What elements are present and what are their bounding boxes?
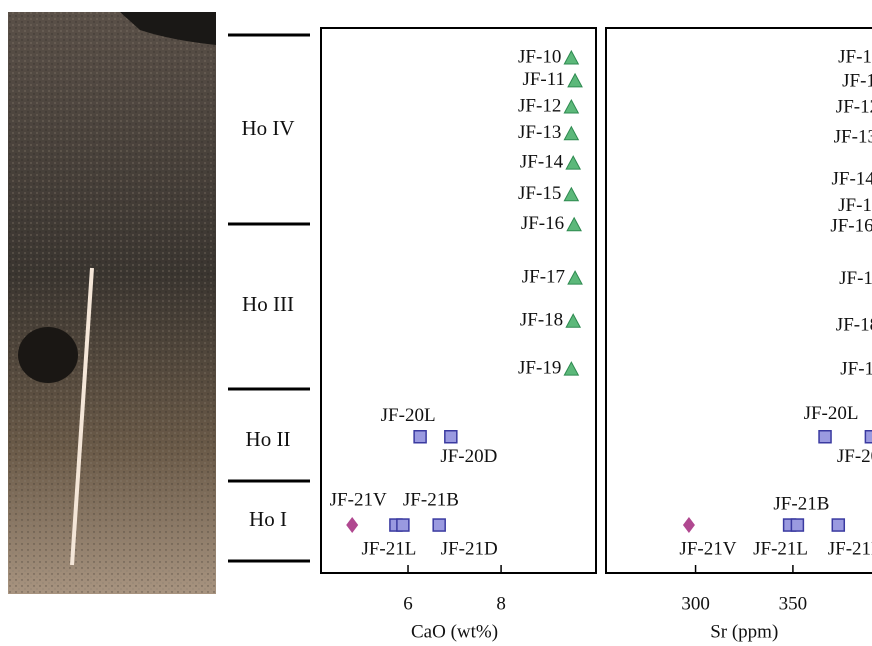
point-label: JF-10 [838, 46, 872, 67]
figure: Ho IVHo IIIHo IIHo I 68CaO (wt%)JF-10JF-… [0, 0, 872, 646]
point-label: JF-21L [753, 538, 808, 559]
square-point [397, 519, 409, 531]
point-label: JF-19 [518, 358, 561, 379]
square-point [832, 519, 844, 531]
triangle-point [568, 271, 582, 284]
x-tick-label: 300 [681, 593, 710, 614]
diamond-point [683, 517, 695, 533]
plot-frame [606, 28, 872, 573]
point-label: JF-20L [804, 403, 859, 424]
point-label: JF-21L [361, 538, 416, 559]
point-label: JF-20D [837, 446, 872, 467]
triangle-point [564, 362, 578, 375]
point-label: JF-16 [521, 213, 564, 234]
point-label: JF-21B [403, 489, 459, 510]
point-label: JF-13 [518, 122, 561, 143]
triangle-point [564, 188, 578, 201]
triangle-point [564, 100, 578, 113]
point-label: JF-14 [520, 152, 564, 173]
triangle-point [564, 127, 578, 140]
point-label: JF-18 [836, 314, 872, 335]
point-label: JF-20L [381, 405, 436, 426]
triangle-point [568, 74, 582, 87]
unit-label: Ho III [242, 292, 294, 316]
square-point [819, 431, 831, 443]
point-label: JF-15 [518, 183, 561, 204]
x-axis-title: CaO (wt%) [411, 621, 498, 642]
unit-label: Ho IV [241, 116, 294, 140]
point-label: JF-21D [828, 538, 872, 559]
x-tick-label: 8 [496, 593, 506, 614]
point-label: JF-21V [679, 538, 736, 559]
square-point [433, 519, 445, 531]
square-point [445, 431, 457, 443]
point-label: JF-13 [834, 126, 872, 147]
point-label: JF-15 [838, 195, 872, 216]
square-point [791, 519, 803, 531]
triangle-point [566, 156, 580, 169]
point-label: JF-17 [839, 268, 872, 289]
point-label: JF-21D [441, 538, 498, 559]
point-label: JF-18 [520, 310, 563, 331]
point-label: JF-14 [832, 168, 872, 189]
point-label: JF-10 [518, 46, 561, 67]
x-axis-title: Sr (ppm) [710, 621, 778, 642]
point-label: JF-12 [836, 96, 872, 117]
point-label: JF-20D [440, 446, 497, 467]
x-tick-label: 6 [403, 593, 413, 614]
site-photo [8, 12, 216, 594]
point-label: JF-19 [840, 359, 872, 380]
point-label: JF-12 [518, 95, 561, 116]
point-label: JF-21V [330, 489, 387, 510]
point-label: JF-11 [522, 69, 565, 90]
x-tick-label: 350 [779, 593, 808, 614]
point-label: JF-16 [830, 215, 872, 236]
point-label: JF-11 [842, 70, 872, 91]
unit-label: Ho II [246, 427, 291, 451]
point-label: JF-17 [522, 267, 565, 288]
diamond-point [346, 517, 358, 533]
point-label: JF-21B [773, 493, 829, 514]
triangle-point [564, 51, 578, 64]
triangle-point [566, 314, 580, 327]
square-point [865, 431, 872, 443]
unit-label: Ho I [249, 507, 287, 531]
square-point [414, 431, 426, 443]
triangle-point [567, 218, 581, 231]
